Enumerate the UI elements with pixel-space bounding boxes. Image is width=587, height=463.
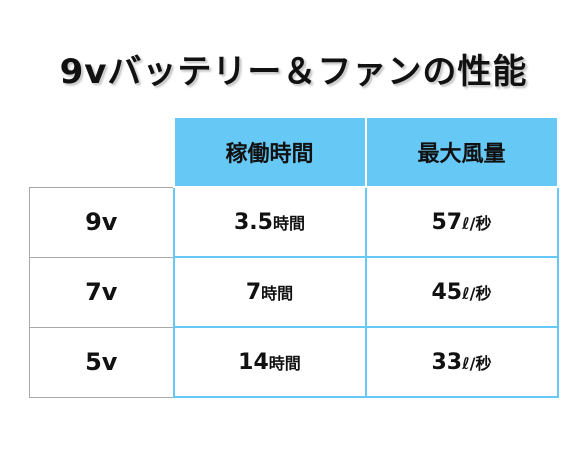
airflow-unit: ℓ/秒 <box>462 213 492 233</box>
voltage-label: 7v <box>29 256 174 328</box>
corner-cell <box>29 117 174 187</box>
page-title: 9vバッテリー＆ファンの性能 <box>59 52 528 92</box>
header-row: 稼働時間 最大風量 <box>29 116 559 188</box>
time-unit: 時間 <box>261 283 294 303</box>
operating-time-cell: 3.5 時間 <box>172 186 367 258</box>
time-value: 3.5 <box>234 209 273 235</box>
airflow-cell: 45 ℓ/秒 <box>364 256 559 328</box>
operating-time-header: 稼働時間 <box>172 116 367 188</box>
table-row: 5v 14 時間 33 ℓ/秒 <box>29 326 559 398</box>
airflow-cell: 57 ℓ/秒 <box>364 186 559 258</box>
performance-table: 稼働時間 最大風量 9v 3.5 時間 57 ℓ/秒 7v <box>29 116 559 398</box>
airflow-unit: ℓ/秒 <box>462 353 492 373</box>
airflow-value: 57 <box>431 209 463 235</box>
time-unit: 時間 <box>268 353 301 373</box>
airflow-cell: 33 ℓ/秒 <box>364 326 559 398</box>
operating-time-cell: 14 時間 <box>172 326 367 398</box>
time-value: 7 <box>245 279 262 305</box>
voltage-label: 5v <box>29 326 174 398</box>
airflow-value: 45 <box>431 279 463 305</box>
airflow-value: 33 <box>431 349 463 375</box>
operating-time-cell: 7 時間 <box>172 256 367 328</box>
airflow-unit: ℓ/秒 <box>462 283 492 303</box>
table-row: 7v 7 時間 45 ℓ/秒 <box>29 256 559 328</box>
table-row: 9v 3.5 時間 57 ℓ/秒 <box>29 186 559 258</box>
time-value: 14 <box>238 349 269 375</box>
voltage-label: 9v <box>29 186 174 258</box>
time-unit: 時間 <box>272 213 305 233</box>
max-airflow-header: 最大風量 <box>364 116 559 188</box>
